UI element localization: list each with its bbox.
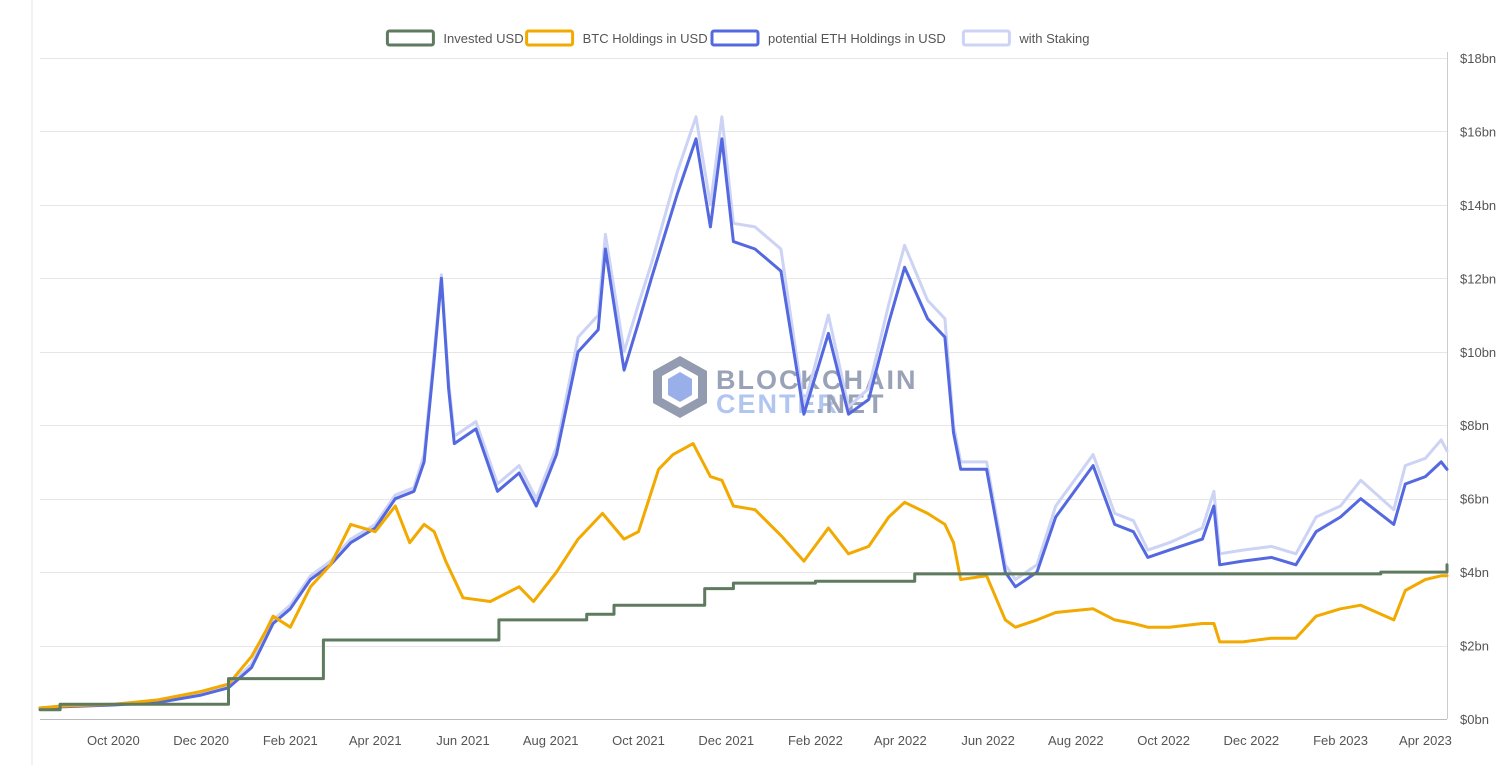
series-line-with-staking[interactable] [38, 115, 1449, 710]
x-axis: Oct 2020 Dec 2020 Feb 2021 Apr 2021 Jun 2021… [40, 719, 1452, 748]
y-tick-label: $0bn [1460, 712, 1489, 727]
y-tick-label: $4bn [1460, 565, 1489, 580]
x-tick-label: Jun 2021 [436, 733, 490, 748]
legend-label: with Staking [1018, 31, 1089, 46]
x-tick-label: Oct 2021 [612, 733, 665, 748]
series-lines [38, 115, 1449, 712]
legend-swatch [525, 29, 575, 47]
x-tick-label: Oct 2022 [1137, 733, 1190, 748]
series-line-invested-usd[interactable] [38, 563, 1449, 712]
x-tick-label: Apr 2022 [874, 733, 927, 748]
x-tick-label: Aug 2021 [523, 733, 579, 748]
x-tick-label: Apr 2023 [1399, 733, 1452, 748]
legend-item[interactable]: with Staking [961, 29, 1089, 47]
legend-item[interactable]: Invested USD [385, 29, 524, 47]
y-tick-label: $12bn [1460, 271, 1496, 286]
legend-swatch [710, 29, 760, 47]
series-line-btc-holdings-in-usd[interactable] [38, 442, 1449, 710]
y-tick-label: $10bn [1460, 345, 1496, 360]
x-tick-label: Apr 2021 [349, 733, 402, 748]
legend-item[interactable]: potential ETH Holdings in USD [710, 29, 946, 47]
legend-swatch [961, 29, 1011, 47]
legend[interactable]: Invested USD BTC Holdings in USD potential… [385, 29, 1089, 47]
x-tick-label: Oct 2020 [87, 733, 140, 748]
x-tick-label: Dec 2020 [173, 733, 229, 748]
y-tick-label: $14bn [1460, 198, 1496, 213]
watermark-line2a: CENTER [716, 389, 839, 419]
watermark-logo: BLOCKCHAIN CENTER .NET [653, 356, 916, 419]
y-axis: $0bn $2bn $4bn $6bn $8bn $10bn $12bn $14bn $16bn… [1447, 51, 1496, 727]
y-tick-label: $16bn [1460, 124, 1496, 139]
legend-label: potential ETH Holdings in USD [768, 31, 946, 46]
x-tick-label: Feb 2021 [263, 733, 318, 748]
y-tick-label: $8bn [1460, 418, 1489, 433]
y-tick-label: $18bn [1460, 51, 1496, 66]
legend-swatch [385, 29, 435, 47]
legend-label: BTC Holdings in USD [583, 31, 708, 46]
blockchain-cube-icon [653, 356, 707, 418]
legend-label: Invested USD [443, 31, 523, 46]
x-tick-label: Dec 2022 [1224, 733, 1280, 748]
x-tick-label: Dec 2021 [698, 733, 754, 748]
x-tick-label: Feb 2023 [1313, 733, 1368, 748]
x-tick-label: Feb 2022 [788, 733, 843, 748]
legend-item[interactable]: BTC Holdings in USD [525, 29, 708, 47]
y-tick-label: $2bn [1460, 639, 1489, 654]
y-tick-label: $6bn [1460, 492, 1489, 507]
x-tick-label: Jun 2022 [961, 733, 1015, 748]
x-tick-label: Aug 2022 [1048, 733, 1104, 748]
